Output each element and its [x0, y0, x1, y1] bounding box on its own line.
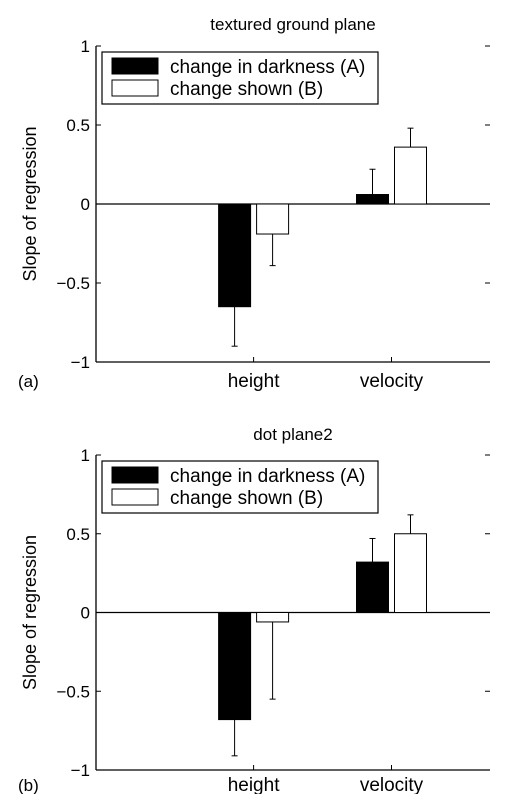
bar-darkness-velocity [356, 194, 389, 205]
bar-darkness-velocity [356, 561, 389, 613]
bar-shown-velocity [394, 533, 427, 613]
panel-label: (b) [18, 776, 39, 794]
legend-label: change shown (B) [170, 488, 323, 509]
y-tick-label: −0.5 [56, 682, 90, 701]
y-axis-label: Slope of regression [20, 126, 40, 281]
y-tick-label: 1 [81, 37, 90, 56]
chart-title: dot plane2 [253, 425, 332, 444]
chart-panel-2: dot plane2 1 0.5 0 −0.5 −1 Slope of regression… [18, 425, 490, 794]
bar-darkness-height [218, 612, 252, 721]
y-tick-label: −0.5 [56, 274, 90, 293]
y-tick-label: 0.5 [66, 116, 90, 135]
bar-shown-height [256, 612, 290, 623]
legend-swatch [111, 57, 159, 75]
legend-label: change in darkness (A) [170, 466, 365, 487]
x-category-label: velocity [360, 371, 424, 392]
bar-shown-height [256, 203, 290, 235]
x-category-label: height [228, 371, 280, 392]
chart-panel-1: textured ground plane 1 0.5 0 −0.5 −1 Slope of… [18, 15, 490, 392]
y-axis-label: Slope of regression [20, 535, 40, 690]
y-tick-label: 0 [81, 195, 90, 214]
y-tick-label: 0.5 [66, 525, 90, 544]
x-category-label: height [228, 775, 280, 794]
bar-darkness-height [218, 203, 252, 308]
panel-label: (a) [18, 372, 39, 391]
legend-swatch [111, 488, 159, 506]
y-tick-label: 0 [81, 604, 90, 623]
y-tick-label: 1 [81, 446, 90, 465]
legend-swatch [111, 79, 159, 97]
y-tick-label: −1 [71, 761, 90, 780]
legend-label: change shown (B) [170, 79, 323, 100]
legend-swatch [111, 466, 159, 484]
y-tick-label: −1 [71, 353, 90, 372]
legend-label: change in darkness (A) [170, 57, 365, 78]
x-category-label: velocity [360, 775, 424, 794]
bar-shown-velocity [394, 146, 427, 205]
chart-title: textured ground plane [210, 15, 375, 34]
